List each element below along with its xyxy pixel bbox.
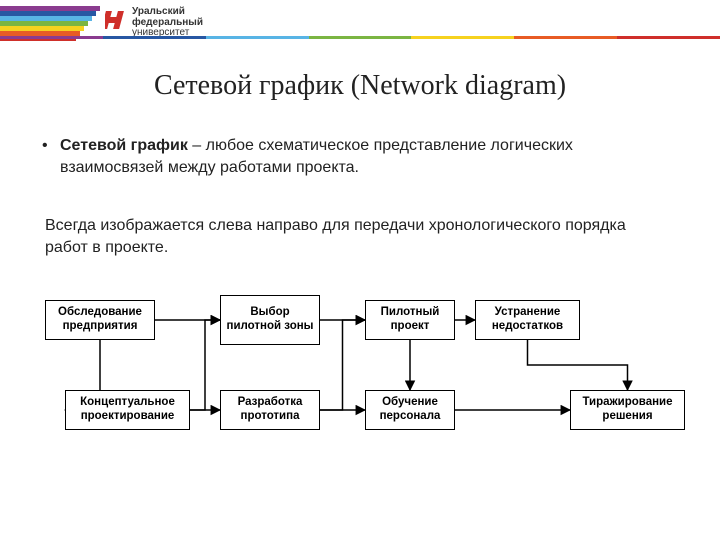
- node-n8: Тиражирование решения: [570, 390, 685, 430]
- slide-title: Сетевой график (Network diagram): [0, 70, 720, 102]
- network-diagram: Обследование предприятия Выбор пилотной з…: [30, 290, 690, 490]
- header: Уральский федеральный университет: [0, 0, 720, 42]
- university-logo: Уральский федеральный университет: [105, 7, 203, 39]
- node-n3: Пилотный проект: [365, 300, 455, 340]
- definition-bullet: Сетевой график – любое схематическое пре…: [60, 135, 640, 180]
- node-n2: Выбор пилотной зоны: [220, 295, 320, 345]
- uni-line1: Уральский: [132, 7, 203, 18]
- rainbow-divider: [0, 36, 720, 39]
- rainbow-logo: [0, 6, 100, 38]
- node-n4: Устранение недостатков: [475, 300, 580, 340]
- logo-mark: [105, 7, 127, 33]
- node-n5: Концептуальное проектирование: [65, 390, 190, 430]
- description-paragraph: Всегда изображается слева направо для пе…: [45, 215, 645, 260]
- node-n7: Обучение персонала: [365, 390, 455, 430]
- university-name: Уральский федеральный университет: [132, 7, 203, 39]
- node-n6: Разработка прототипа: [220, 390, 320, 430]
- node-n1: Обследование предприятия: [45, 300, 155, 340]
- definition-term: Сетевой график: [60, 137, 188, 154]
